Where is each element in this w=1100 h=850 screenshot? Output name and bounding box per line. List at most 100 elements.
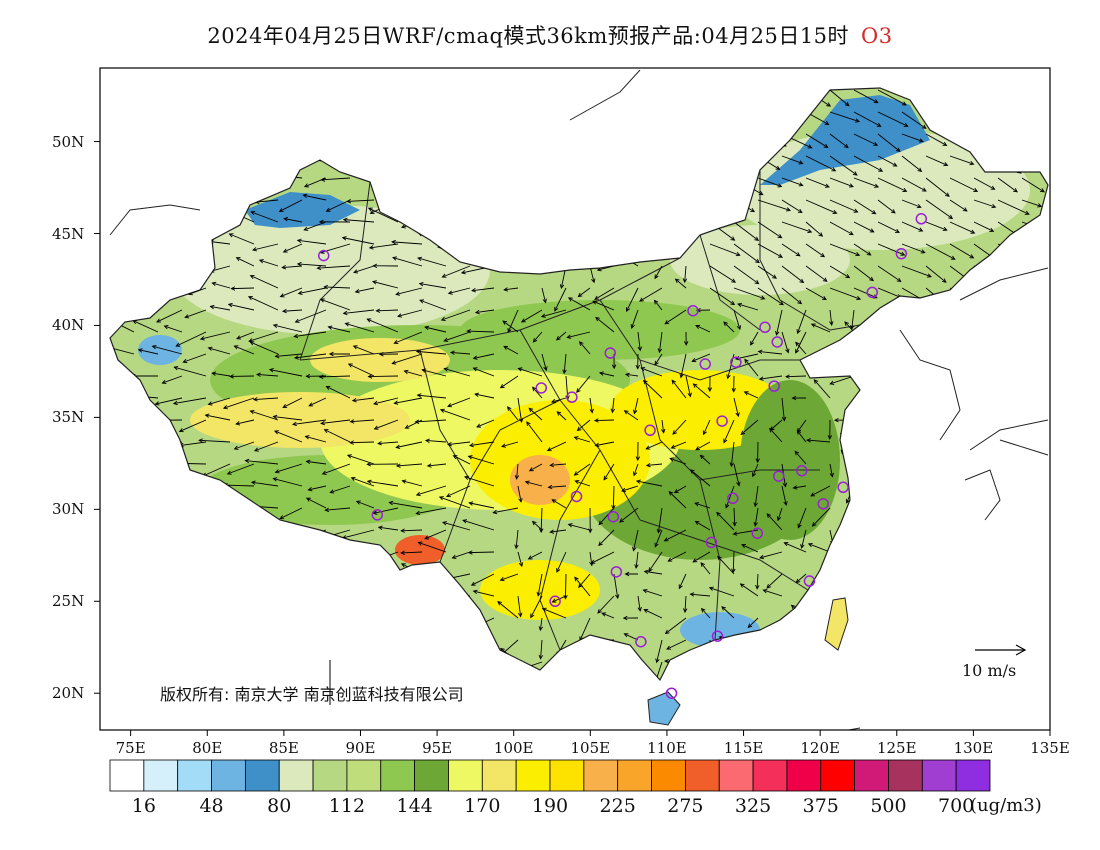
wind-vector (829, 309, 833, 326)
wind-arrowhead (900, 251, 906, 256)
wind-arrowhead (443, 367, 449, 372)
map-frame (99, 67, 1051, 731)
wind-arrowhead (252, 397, 258, 402)
wind-vector (179, 441, 207, 447)
wind-vector (693, 383, 711, 399)
colorbar-swatch (617, 759, 652, 792)
wind-vector (901, 265, 932, 278)
wind-vector (156, 309, 183, 323)
wind-vector (949, 221, 975, 234)
station-marker (837, 481, 849, 494)
wind-arrowhead (926, 273, 932, 278)
wind-vector (248, 331, 279, 342)
wind-arrowhead (250, 480, 256, 485)
wind-vector (401, 529, 423, 532)
wind-vector (633, 529, 639, 551)
wind-vector (473, 367, 495, 377)
wind-arrowhead (716, 511, 721, 517)
wind-arrowhead (540, 313, 546, 318)
wind-arrowhead (779, 300, 784, 306)
wind-vector (503, 345, 519, 355)
wind-arrowhead (492, 509, 498, 515)
wind-vector (781, 331, 789, 353)
wind-vector (654, 300, 663, 311)
wind-vector (797, 309, 807, 334)
colorbar-swatch (549, 759, 585, 792)
wind-arrowhead (419, 299, 425, 304)
wind-arrowhead (717, 555, 722, 561)
wind-vector (236, 419, 255, 425)
wind-arrowhead (818, 232, 824, 237)
wind-vector (419, 299, 447, 311)
wind-arrowhead (520, 318, 526, 323)
wind-vector (695, 325, 711, 333)
wind-arrowhead (739, 583, 745, 588)
wind-arrowhead (735, 252, 741, 257)
wind-arrowhead (645, 445, 651, 450)
wind-arrowhead (589, 408, 594, 414)
wind-arrowhead (753, 521, 758, 527)
wind-arrowhead (538, 654, 544, 660)
wind-arrowhead (777, 234, 783, 239)
wind-arrowhead (941, 278, 947, 283)
wind-vector (517, 397, 523, 423)
wind-arrowhead (83, 105, 87, 109)
wind-vector (599, 372, 615, 377)
wind-vector (733, 397, 739, 417)
wind-vector (394, 331, 423, 344)
wind-arrowhead (77, 287, 81, 291)
wind-arrowhead (755, 458, 760, 464)
wind-vector (518, 367, 543, 377)
wind-vector (447, 397, 471, 407)
wind-vector (275, 463, 303, 473)
wind-arrowhead (916, 203, 922, 209)
wind-arrowhead (282, 248, 288, 253)
wind-arrowhead (87, 583, 91, 586)
wind-vector (680, 353, 687, 378)
wind-arrowhead (464, 475, 469, 480)
page-title: 2024年04月25日WRF/cmaq模式36km预报产品:04月25日15时 O… (207, 24, 893, 48)
wind-arrowhead (726, 374, 731, 380)
wind-arrowhead (307, 487, 313, 492)
wind-vector (324, 286, 351, 289)
wind-arrowhead (695, 307, 701, 313)
wind-vector (733, 309, 741, 330)
station-marker (687, 304, 699, 317)
wind-vector (468, 551, 495, 554)
wind-vector (811, 323, 831, 333)
wind-vector (594, 287, 615, 300)
wind-arrowhead (226, 470, 232, 475)
wind-arrowhead (256, 372, 261, 377)
lon-label: 100E (493, 739, 534, 757)
wind-vector (174, 366, 207, 377)
wind-arrowhead (78, 667, 82, 671)
wind-arrowhead (466, 328, 472, 334)
wind-arrowhead (753, 502, 758, 508)
wind-vector (324, 429, 351, 443)
wind-arrowhead (682, 608, 688, 614)
wind-vector (446, 485, 471, 497)
wind-arrowhead (758, 376, 764, 381)
wind-vector (877, 265, 902, 282)
wind-arrowhead (230, 286, 236, 291)
station-marker (817, 498, 829, 510)
wind-vector (730, 441, 735, 467)
wind-vector (589, 397, 593, 413)
wind-arrowhead (426, 463, 432, 468)
wind-arrowhead (669, 457, 675, 462)
colorbar-swatch (346, 759, 382, 792)
wind-arrowhead (852, 171, 858, 176)
wind-arrowhead (132, 320, 138, 325)
colorbar-label: 325 (734, 795, 772, 817)
wind-vector (633, 463, 639, 476)
wind-vector (152, 345, 183, 355)
wind-arrowhead (468, 442, 474, 448)
wind-vector (601, 612, 615, 619)
wind-arrowhead (871, 210, 877, 215)
wind-vector (752, 463, 759, 477)
colorbar-swatch (583, 759, 619, 792)
station-marker (768, 380, 780, 392)
wind-scale-arrow (975, 644, 1027, 656)
wind-vector (925, 133, 947, 146)
wind-arrowhead (921, 187, 927, 192)
